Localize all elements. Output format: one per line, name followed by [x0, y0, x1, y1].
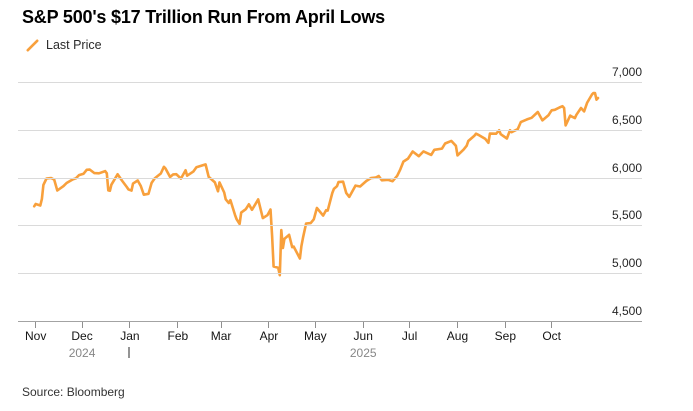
x-axis-label-apr: Apr [259, 329, 279, 343]
y-axis-label-4500: 4,500 [611, 303, 642, 318]
gridline-7000 [18, 82, 642, 84]
gridline-5500 [18, 225, 642, 227]
y-axis-label-6500: 6,500 [611, 112, 642, 127]
x-axis-label-dec: Dec [71, 329, 93, 343]
x-tick-jun [362, 321, 364, 328]
x-tick-feb [177, 321, 179, 328]
x-axis-label-aug: Aug [446, 329, 469, 343]
chart-title: S&P 500's $17 Trillion Run From April Lo… [22, 7, 385, 27]
price-line [32, 91, 600, 277]
x-axis-label-jun: Jun [353, 329, 373, 343]
x-tick-jul [409, 321, 411, 328]
x-tick-oct [551, 321, 553, 328]
source-note: Source: Bloomberg [22, 385, 125, 399]
x-axis-label-nov: Nov [25, 329, 47, 343]
x-tick-sep [504, 321, 506, 328]
x-tick-nov [35, 321, 37, 328]
legend: Last Price [26, 38, 102, 52]
y-axis-label-7000: 7,000 [611, 65, 642, 80]
x-tick-mar [220, 321, 222, 328]
x-axis-label-feb: Feb [167, 329, 189, 343]
x-axis-label-sep: Sep [494, 329, 517, 343]
x-tick-may [314, 321, 316, 328]
x-tick-jan [129, 321, 131, 328]
x-axis-label-jul: Jul [401, 329, 418, 343]
gridline-6000 [18, 177, 642, 179]
y-axis-label-6000: 6,000 [611, 160, 642, 175]
gridline-5000 [18, 273, 642, 275]
gridline-6500 [18, 129, 642, 131]
gridline-4500 [18, 320, 642, 322]
x-tick-dec [81, 321, 83, 328]
last-price-swatch-icon [26, 38, 39, 52]
x-tick-apr [268, 321, 270, 328]
y-axis-label-5500: 5,500 [611, 208, 642, 223]
year-label-2025: 2025 [349, 346, 377, 360]
y-axis-label-5000: 5,000 [611, 256, 642, 271]
year-separator [128, 347, 130, 358]
year-label-2024: 2024 [68, 346, 96, 360]
x-axis-label-jan: Jan [120, 329, 140, 343]
x-axis-label-may: May [303, 329, 327, 343]
legend-label: Last Price [46, 38, 102, 52]
x-axis-label-oct: Oct [542, 329, 562, 343]
x-axis-label-mar: Mar [210, 329, 232, 343]
x-tick-aug [456, 321, 458, 328]
